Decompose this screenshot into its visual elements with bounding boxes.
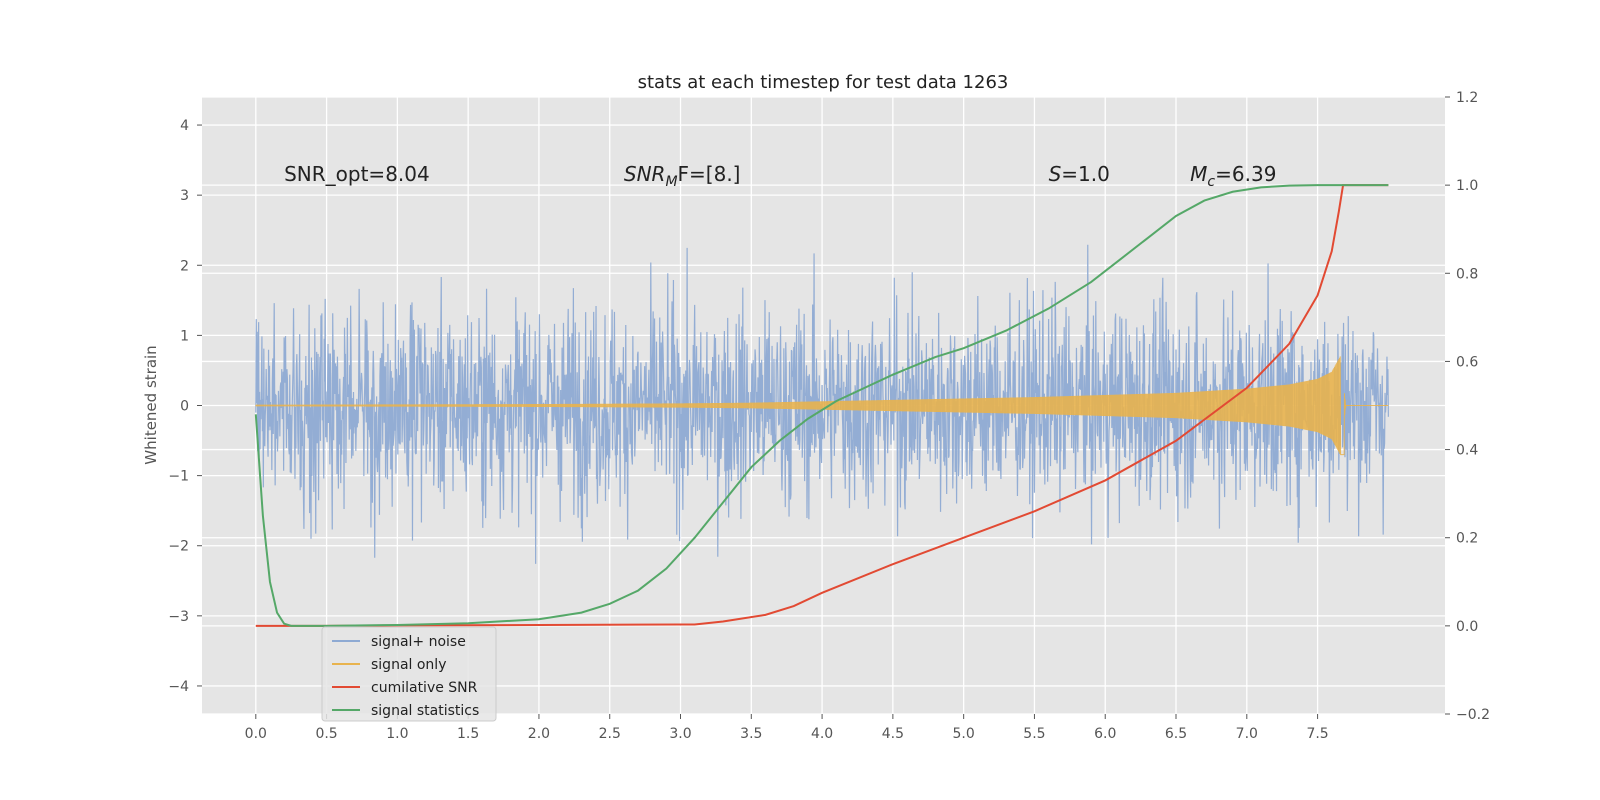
y-tick-label: −1 xyxy=(168,469,189,485)
series-signal-statistics xyxy=(254,184,1389,627)
x-tick-label: 0.5 xyxy=(315,726,337,742)
y-axis-label: Whitened strain xyxy=(142,345,160,464)
y-tick-label: −3 xyxy=(168,609,189,625)
y2-tick-label: 0.4 xyxy=(1456,443,1478,459)
ticks: 0.0 0.5 1.0 1.5 2.0 2.5 3.0 3.5 4.0 4.5 5.0 5.5 6.0 6… xyxy=(168,90,1490,742)
y-tick-label: 0 xyxy=(180,399,189,415)
y2-tick-label: 1.0 xyxy=(1456,178,1478,194)
x-tick-label: 5.5 xyxy=(1023,726,1045,742)
y2-tick-label: 0.2 xyxy=(1456,531,1478,547)
series-layer xyxy=(254,184,1389,627)
x-tick-label: 7.0 xyxy=(1236,726,1258,742)
series-cumilative-snr xyxy=(255,184,1389,627)
chart-title: stats at each timestep for test data 126… xyxy=(638,72,1009,93)
y-tick-label: 2 xyxy=(180,258,189,274)
x-tick-label: 0.0 xyxy=(245,726,267,742)
annotations: SNR_opt=8.04 SNRMF=[8.] S=1.0 Mc=6.39 xyxy=(284,162,1276,190)
x-tick-label: 6.0 xyxy=(1094,726,1116,742)
annotation-2: S=1.0 xyxy=(1049,162,1110,186)
y2-tick-label: −0.2 xyxy=(1456,707,1490,723)
legend: signal+ noise signal only cumilative SNR si… xyxy=(321,626,497,722)
y-tick-label: −4 xyxy=(168,679,189,695)
x-tick-label: 6.5 xyxy=(1165,726,1187,742)
x-tick-label: 7.5 xyxy=(1306,726,1328,742)
y2-tick-label: 1.2 xyxy=(1456,90,1478,106)
legend-label: cumilative SNR xyxy=(371,680,478,696)
x-tick-label: 2.0 xyxy=(528,726,550,742)
y-tick-label: 3 xyxy=(180,188,189,204)
x-tick-label: 5.0 xyxy=(953,726,975,742)
legend-label: signal+ noise xyxy=(371,634,466,650)
legend-box xyxy=(321,626,497,722)
y2-tick-label: 0.0 xyxy=(1456,619,1478,635)
legend-label: signal statistics xyxy=(371,703,479,719)
y-tick-label: 4 xyxy=(180,118,189,134)
annotation-1: SNRMF=[8.] xyxy=(624,162,741,190)
series-signal-only xyxy=(255,356,1389,456)
y-tick-label: −2 xyxy=(168,539,189,555)
x-tick-label: 4.0 xyxy=(811,726,833,742)
y2-tick-label: 0.6 xyxy=(1456,354,1478,370)
x-tick-label: 1.5 xyxy=(457,726,479,742)
annotation-0: SNR_opt=8.04 xyxy=(284,162,430,186)
x-tick-label: 3.5 xyxy=(740,726,762,742)
legend-label: signal only xyxy=(371,657,446,673)
x-tick-label: 4.5 xyxy=(882,726,904,742)
x-tick-label: 2.5 xyxy=(599,726,621,742)
y2-tick-label: 0.8 xyxy=(1456,266,1478,282)
x-tick-label: 3.0 xyxy=(669,726,691,742)
x-tick-label: 1.0 xyxy=(386,726,408,742)
annotation-3: Mc=6.39 xyxy=(1190,162,1276,190)
y-tick-label: 1 xyxy=(180,328,189,344)
